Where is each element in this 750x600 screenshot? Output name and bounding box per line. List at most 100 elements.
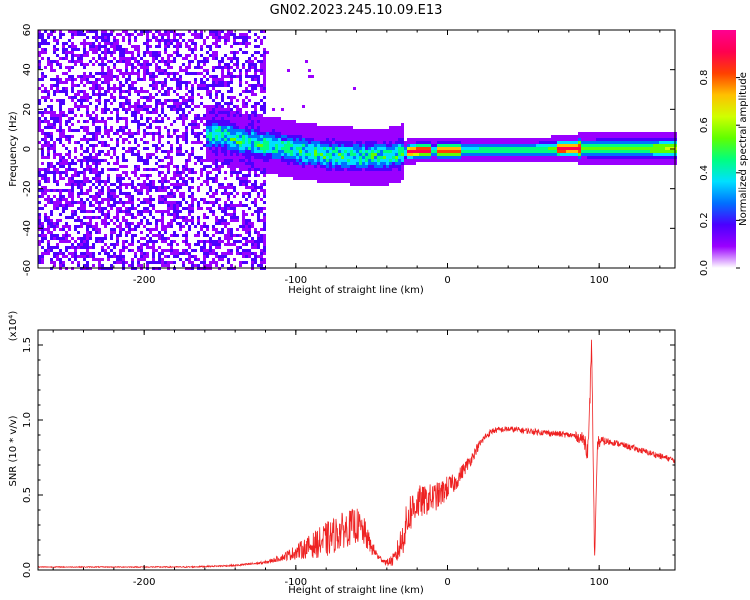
spectrogram-cell [368,129,371,132]
spectrogram-cell [104,42,107,45]
spectrogram-cell [83,96,86,99]
spectrogram-cell [569,153,572,156]
spectrogram-cell [179,69,182,72]
spectrogram-cell [404,144,407,147]
spectrogram-cell [317,150,320,153]
spectrogram-cell [86,210,89,213]
spectrogram-cell [254,69,257,72]
spectrogram-cell [47,90,50,93]
spectrogram-cell [146,183,149,186]
spectrogram-cell [260,84,263,87]
spectrogram-cell [89,204,92,207]
spectrogram-cell [365,129,368,132]
spectrogram-cell [188,153,191,156]
spectrogram-cell [146,132,149,135]
spectrogram-cell [329,165,332,168]
spectrogram-cell [83,183,86,186]
spectrogram-cell [191,186,194,189]
spectrogram-cell [158,261,161,264]
spectrogram-cell [62,99,65,102]
spectrogram-cell [140,219,143,222]
spectrogram-cell [491,150,494,153]
spectrogram-cell [317,153,320,156]
spectrogram-cell [206,147,209,150]
spectrogram-cell [386,177,389,180]
spectrogram-cell [365,174,368,177]
spectrogram-cell [95,72,98,75]
spectrogram-cell [239,147,242,150]
spectrogram-cell [158,138,161,141]
spectrogram-cell [182,99,185,102]
spectrogram-cell [215,132,218,135]
spectrogram-cell [437,144,440,147]
spectrogram-cell [41,150,44,153]
spectrogram-cell [110,147,113,150]
spectrogram-cell [182,132,185,135]
spectrogram-cell [362,174,365,177]
spectrogram-cell [77,216,80,219]
spectrogram-cell [332,144,335,147]
spectrogram-cell [575,144,578,147]
spectrogram-cell [389,153,392,156]
spectrogram-cell [275,141,278,144]
spectrogram-cell [539,141,542,144]
spectrogram-cell [176,147,179,150]
spectrogram-cell [53,261,56,264]
spectrogram-cell [59,132,62,135]
spectrogram-cell [398,129,401,132]
spectrogram-cell [212,168,215,171]
spectrogram-cell [53,126,56,129]
spectrogram-cell [380,162,383,165]
spectrogram-cell [200,183,203,186]
spectrogram-cell [455,156,458,159]
spectrogram-cell [395,141,398,144]
spectrogram-cell [74,30,77,33]
spectrogram-cell [59,135,62,138]
spectrogram-cell [107,72,110,75]
spectrogram-cell [170,42,173,45]
spectrogram-cell [362,135,365,138]
spectrogram-cell [194,33,197,36]
spectrogram-cell [305,135,308,138]
spectrogram-cell [221,141,224,144]
spectrogram-cell [383,165,386,168]
spectrogram-cell [170,87,173,90]
spectrogram-cell [53,117,56,120]
spectrogram-cell [197,123,200,126]
spectrogram-cell [476,144,479,147]
spectrogram-cell [95,138,98,141]
spectrogram-cell [128,222,131,225]
spectrogram-cell [416,138,419,141]
spectrogram-cell [62,114,65,117]
spectrogram-cell [209,150,212,153]
spectrogram-cell [194,54,197,57]
spectrogram-cell [179,75,182,78]
spectrogram-cell [173,210,176,213]
spectrogram-cell [89,216,92,219]
spectrogram-cell [407,156,410,159]
spectrogram-cell [203,123,206,126]
spectrogram-cell [272,171,275,174]
spectrogram-cell [119,249,122,252]
spectrogram-cell [599,162,602,165]
spectrogram-cell [344,174,347,177]
spectrogram-cell [206,123,209,126]
spectrogram-cell [119,126,122,129]
spectrogram-cell [137,54,140,57]
spectrogram-cell [80,105,83,108]
spectrogram-cell [560,156,563,159]
spectrogram-cell [80,207,83,210]
spectrogram-cell [290,135,293,138]
spectrogram-cell [65,204,68,207]
spectrogram-cell [257,120,260,123]
spectrogram-cell [380,150,383,153]
spectrogram-cell [89,42,92,45]
spectrogram-cell [284,147,287,150]
spectrogram-cell [59,156,62,159]
spectrogram-cell [347,162,350,165]
spectrogram-cell [65,231,68,234]
spectrogram-cell [251,90,254,93]
spectrogram-cell [146,234,149,237]
spectrogram-cell [71,201,74,204]
spectrogram-cell [197,207,200,210]
